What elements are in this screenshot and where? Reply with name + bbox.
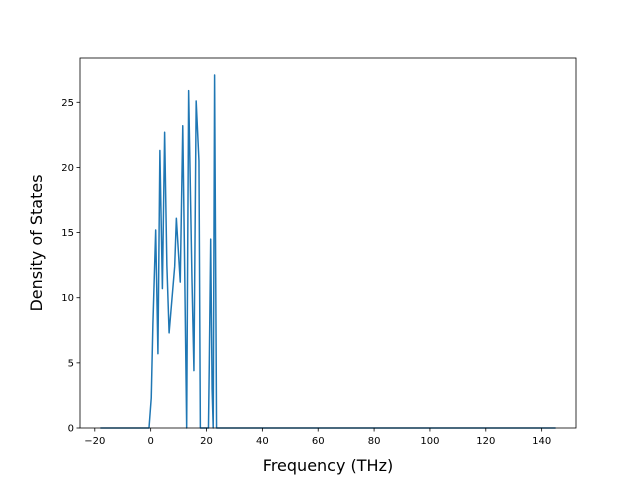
x-axis-label: Frequency (THz) <box>263 456 393 475</box>
y-tick-label: 5 <box>68 358 74 369</box>
y-tick-label: 20 <box>61 163 74 174</box>
x-tick-label: 40 <box>256 436 269 447</box>
x-tick-label: 60 <box>312 436 325 447</box>
y-tick-label: 15 <box>61 228 74 239</box>
x-tick-label: 80 <box>368 436 381 447</box>
x-tick-label: −20 <box>84 436 105 447</box>
series-layer <box>100 74 556 429</box>
y-tick-label: 0 <box>68 424 74 435</box>
plot-frame <box>79 57 577 429</box>
x-tick-label: 140 <box>532 436 551 447</box>
x-tick-label: 20 <box>200 436 213 447</box>
x-axis-ticks: −20 0 20 40 60 80 100 120 140 <box>84 428 551 447</box>
y-axis-ticks: 0 5 10 15 20 25 <box>61 98 80 435</box>
y-tick-label: 25 <box>61 98 74 109</box>
x-tick-label: 0 <box>147 436 153 447</box>
x-tick-label: 100 <box>420 436 439 447</box>
y-axis-label: Density of States <box>27 174 46 311</box>
y-tick-label: 10 <box>61 293 74 304</box>
series-line-0 <box>100 74 556 429</box>
plot-area <box>80 58 576 428</box>
x-tick-label: 120 <box>476 436 495 447</box>
